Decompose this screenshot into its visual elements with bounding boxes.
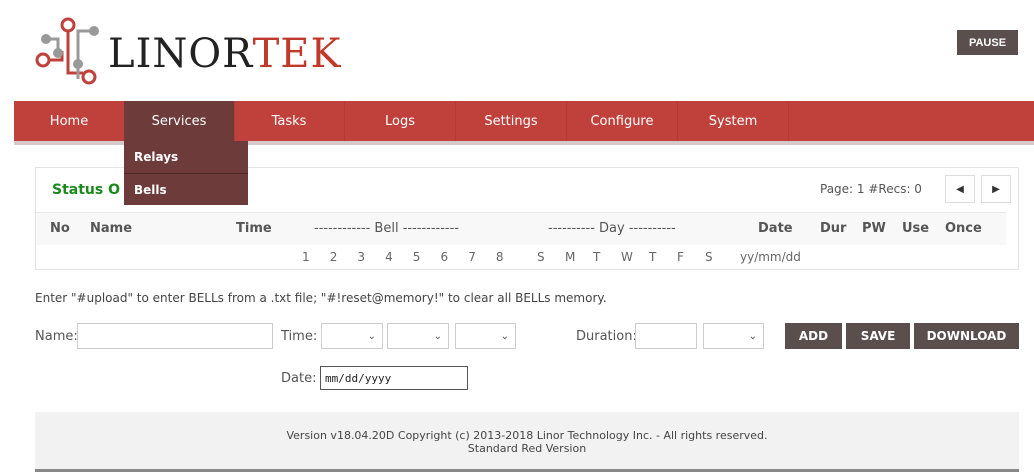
page-info: Page: 1 #Recs: 0 <box>820 182 922 196</box>
minute-select[interactable]: ⌄ <box>387 323 449 349</box>
date-label: Date: <box>281 371 317 386</box>
col-name: Name <box>90 221 133 236</box>
time-label: Time: <box>281 329 318 344</box>
name-input[interactable] <box>77 323 273 349</box>
bell-number: 8 <box>495 250 504 264</box>
logo-icon <box>35 17 99 85</box>
nav-configure[interactable]: Configure <box>567 101 678 141</box>
bell-number: 1 <box>302 250 310 264</box>
col-no: No <box>50 221 70 236</box>
download-button[interactable]: DOWNLOAD <box>914 323 1019 349</box>
panel-title: Status O <box>52 182 120 198</box>
second-select[interactable]: ⌄ <box>455 323 516 349</box>
edition-text: Standard Red Version <box>467 442 587 455</box>
chevron-down-icon: ⌄ <box>748 330 757 342</box>
duration-unit-select[interactable]: ⌄ <box>703 323 764 349</box>
pause-button[interactable]: PAUSE <box>957 30 1018 55</box>
duration-label: Duration: <box>576 329 637 344</box>
bell-number: 3 <box>357 250 366 264</box>
bell-number: 4 <box>385 250 393 264</box>
logo: LINORTEK <box>108 31 342 77</box>
menu-item-bells[interactable]: Bells <box>124 173 248 205</box>
col-once: Once <box>945 221 982 236</box>
bell-number: 5 <box>412 250 421 264</box>
table-header <box>36 212 1006 245</box>
nav-settings[interactable]: Settings <box>456 101 567 141</box>
col-bell: ------------ Bell ------------ <box>314 221 459 236</box>
col-date: Date <box>758 221 793 236</box>
col-day: ---------- Day ---------- <box>548 221 676 236</box>
chevron-down-icon: ⌄ <box>367 330 376 342</box>
footer: Version v18.04.20D Copyright (c) 2013-20… <box>35 412 1019 472</box>
bell-number: 2 <box>329 250 338 264</box>
status-panel <box>35 167 1019 270</box>
day-letter: S <box>705 250 713 264</box>
date-format: yy/mm/dd <box>740 250 801 264</box>
day-letter: M <box>565 250 576 264</box>
menu-item-relays[interactable]: Relays <box>134 150 179 164</box>
day-letter: T <box>649 250 657 264</box>
next-page-button[interactable]: ▶ <box>981 175 1011 203</box>
services-dropdown: Relays Bells <box>124 141 248 205</box>
add-button[interactable]: ADD <box>785 323 842 349</box>
day-letter: S <box>537 250 545 264</box>
duration-input[interactable] <box>635 323 697 349</box>
save-button[interactable]: SAVE <box>846 323 910 349</box>
caret-left-icon: ◀ <box>956 183 964 195</box>
day-letter: W <box>621 250 633 264</box>
col-dur: Dur <box>820 221 847 236</box>
nav-services[interactable]: Services <box>124 101 235 141</box>
col-use: Use <box>902 221 930 236</box>
nav-tasks[interactable]: Tasks <box>234 101 345 141</box>
version-text: Version v18.04.20D Copyright (c) 2013-20… <box>286 429 768 442</box>
day-letter: F <box>677 250 684 264</box>
nav-system[interactable]: System <box>678 101 789 141</box>
date-input[interactable]: mm/dd/yyyy <box>320 366 468 390</box>
col-time: Time <box>236 221 272 236</box>
chevron-down-icon: ⌄ <box>433 330 442 342</box>
name-label: Name: <box>35 329 78 344</box>
main-nav: Home Services Tasks Logs Settings Config… <box>14 101 1034 145</box>
hour-select[interactable]: ⌄ <box>321 323 383 349</box>
caret-right-icon: ▶ <box>992 183 1000 195</box>
nav-logs[interactable]: Logs <box>345 101 456 141</box>
chevron-down-icon: ⌄ <box>500 330 509 342</box>
nav-home[interactable]: Home <box>14 101 125 141</box>
bell-number: 7 <box>468 250 476 264</box>
prev-page-button[interactable]: ◀ <box>945 175 975 203</box>
day-letter: T <box>593 250 601 264</box>
upload-note: Enter "#upload" to enter BELLs from a .t… <box>35 291 607 305</box>
col-pw: PW <box>862 221 886 236</box>
bell-number: 6 <box>440 250 449 264</box>
